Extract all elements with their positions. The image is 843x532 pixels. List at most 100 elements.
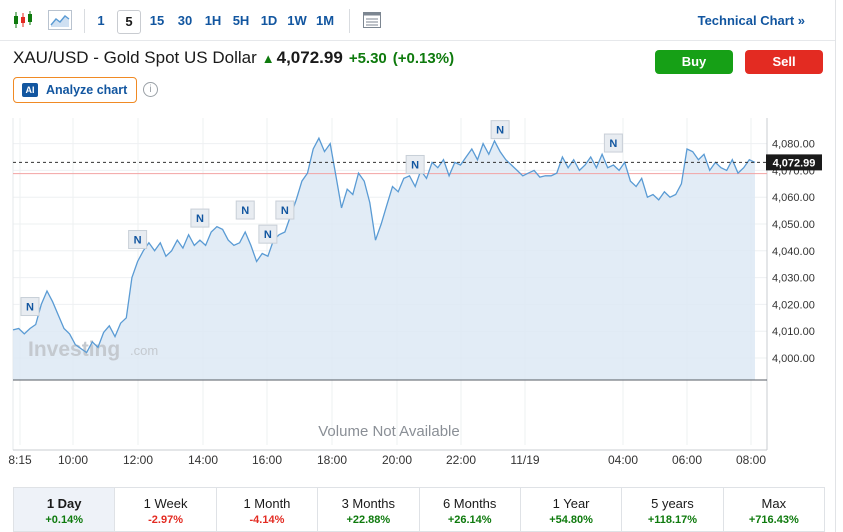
period-label: 5 years bbox=[651, 496, 694, 511]
timeframe-15[interactable]: 15 bbox=[149, 13, 165, 28]
news-marker-box bbox=[20, 297, 40, 317]
news-marker-label: N bbox=[134, 235, 142, 247]
technical-chart-link[interactable]: Technical Chart » bbox=[697, 13, 805, 28]
period-label: 1 Month bbox=[243, 496, 291, 511]
toolbar-divider bbox=[349, 9, 350, 33]
news-marker-label: N bbox=[26, 302, 34, 314]
y-axis: 4,000.00 4,010.00 4,020.00 4,030.00 4,040.00… bbox=[772, 139, 815, 365]
news-marker-box bbox=[603, 133, 623, 153]
y-tick-label: 4,060.00 bbox=[772, 192, 815, 204]
x-tick-label: 14:00 bbox=[188, 453, 218, 467]
news-marker[interactable]: N bbox=[235, 200, 255, 220]
news-marker[interactable]: N bbox=[190, 208, 210, 228]
price-change-percent: (+0.13%) bbox=[392, 50, 455, 67]
news-marker-label: N bbox=[281, 205, 289, 217]
period-change: +0.14% bbox=[45, 514, 83, 526]
last-price: 4,072.99 bbox=[276, 48, 343, 67]
period-tab-1-month[interactable]: 1 Month -4.14% bbox=[217, 488, 319, 531]
news-marker-box bbox=[258, 224, 278, 244]
period-tab-1-year[interactable]: 1 Year +54.80% bbox=[521, 488, 623, 531]
table-view-icon[interactable] bbox=[362, 10, 382, 30]
x-tick-label: 20:00 bbox=[382, 453, 412, 467]
toolbar-divider bbox=[84, 9, 85, 33]
analyze-chart-button[interactable]: AI Analyze chart bbox=[13, 77, 137, 103]
period-label: 1 Year bbox=[552, 496, 590, 511]
news-marker[interactable]: N bbox=[128, 230, 148, 250]
current-price-label: 4,072.99 bbox=[773, 157, 816, 169]
period-tab-max[interactable]: Max +716.43% bbox=[724, 488, 824, 531]
timeframe-5[interactable]: 5 bbox=[117, 10, 141, 34]
news-marker[interactable]: N bbox=[405, 154, 425, 174]
period-label: 6 Months bbox=[442, 496, 497, 511]
y-tick-label: 4,080.00 bbox=[772, 139, 815, 151]
period-tab-1-day[interactable]: 1 Day +0.14% bbox=[14, 488, 116, 531]
x-tick-label: 12:00 bbox=[123, 453, 153, 467]
news-marker-box bbox=[275, 200, 295, 220]
y-tick-label: 4,020.00 bbox=[772, 299, 815, 311]
news-marker[interactable]: N bbox=[20, 297, 40, 317]
timeframe-5h[interactable]: 5H bbox=[232, 13, 250, 28]
buy-button[interactable]: Buy bbox=[655, 50, 733, 74]
sell-button[interactable]: Sell bbox=[745, 50, 823, 74]
area-chart-icon[interactable] bbox=[48, 10, 72, 30]
x-tick-label: 18:00 bbox=[317, 453, 347, 467]
instrument-name: XAU/USD - Gold Spot US Dollar bbox=[13, 48, 257, 67]
period-tab-3-months[interactable]: 3 Months +22.88% bbox=[318, 488, 420, 531]
performance-periods: 1 Day +0.14% 1 Week -2.97% 1 Month -4.14% 3 Mo… bbox=[13, 487, 825, 532]
y-tick-label: 4,000.00 bbox=[772, 353, 815, 365]
current-price-tag: 4,072.99 bbox=[766, 154, 822, 171]
news-marker-label: N bbox=[411, 159, 419, 171]
timeframe-1w[interactable]: 1W bbox=[287, 13, 307, 28]
volume-not-available-text: Volume Not Available bbox=[318, 423, 459, 440]
price-chart[interactable]: Investing .com 4,000.00 4,010.00 4,020.00 4… bbox=[0, 110, 835, 480]
analyze-chart-label: Analyze chart bbox=[46, 83, 128, 97]
news-marker-box bbox=[405, 154, 425, 174]
news-marker[interactable]: N bbox=[275, 200, 295, 220]
x-axis: 8:15 10:00 12:00 14:00 16:00 18:00 20:00 22:00 1… bbox=[8, 449, 767, 467]
news-marker-box bbox=[128, 230, 148, 250]
news-marker[interactable]: N bbox=[490, 120, 510, 140]
period-tab-5-years[interactable]: 5 years +118.17% bbox=[622, 488, 724, 531]
period-change: +716.43% bbox=[748, 514, 799, 526]
chart-toolbar: 1 5 15 30 1H 5H 1D 1W 1M Technical Chart… bbox=[0, 0, 835, 41]
news-marker[interactable]: N bbox=[258, 224, 278, 244]
y-tick-label: 4,010.00 bbox=[772, 326, 815, 338]
period-label: 1 Day bbox=[46, 496, 82, 511]
watermark-suffix: .com bbox=[130, 343, 158, 358]
period-label: Max bbox=[761, 496, 787, 511]
news-marker-label: N bbox=[496, 125, 504, 137]
timeframe-30[interactable]: 30 bbox=[177, 13, 193, 28]
candlestick-icon[interactable] bbox=[12, 10, 34, 30]
timeframe-1d[interactable]: 1D bbox=[260, 13, 278, 28]
timeframe-1[interactable]: 1 bbox=[97, 13, 105, 28]
news-marker[interactable]: N bbox=[603, 133, 623, 153]
investing-watermark: Investing bbox=[28, 338, 120, 361]
news-marker-box bbox=[490, 120, 510, 140]
period-tab-6-months[interactable]: 6 Months +26.14% bbox=[420, 488, 521, 531]
timeframe-1m[interactable]: 1M bbox=[315, 13, 335, 28]
y-tick-label: 4,050.00 bbox=[772, 219, 815, 231]
period-change: -2.97% bbox=[148, 514, 183, 526]
news-marker-box bbox=[235, 200, 255, 220]
news-marker-label: N bbox=[609, 138, 617, 150]
news-marker-label: N bbox=[241, 205, 249, 217]
news-marker-label: N bbox=[196, 213, 204, 225]
period-change: +118.17% bbox=[647, 514, 698, 526]
period-label: 3 Months bbox=[341, 496, 396, 511]
x-tick-label: 11/19 bbox=[510, 453, 539, 467]
instrument-header: XAU/USD - Gold Spot US Dollar ▲ 4,072.99 +5… bbox=[13, 48, 454, 70]
ai-badge-icon: AI bbox=[22, 83, 38, 97]
period-change: -4.14% bbox=[249, 514, 285, 526]
period-tab-1-week[interactable]: 1 Week -2.97% bbox=[115, 488, 217, 531]
timeframe-1h[interactable]: 1H bbox=[204, 13, 222, 28]
period-label: 1 Week bbox=[143, 496, 188, 511]
price-line bbox=[12, 136, 756, 354]
news-marker-label: N bbox=[264, 229, 272, 241]
period-change: +54.80% bbox=[549, 514, 593, 526]
x-tick-label: 10:00 bbox=[58, 453, 88, 467]
info-icon[interactable]: i bbox=[143, 82, 158, 97]
x-tick-label: 8:15 bbox=[8, 453, 32, 467]
period-change: +26.14% bbox=[447, 514, 492, 526]
